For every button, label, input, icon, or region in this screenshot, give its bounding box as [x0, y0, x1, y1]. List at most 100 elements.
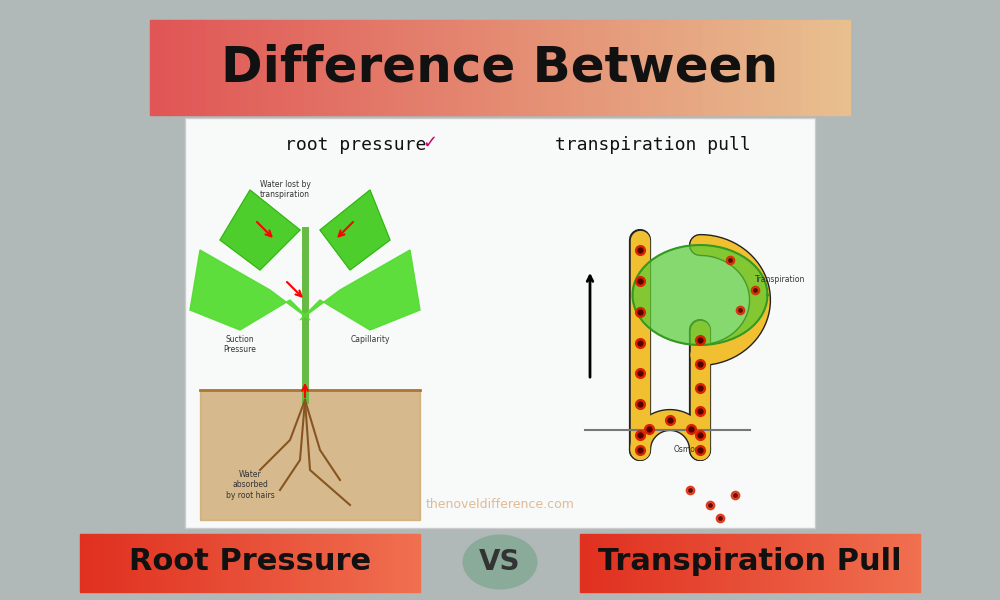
Bar — [812, 534, 818, 592]
Bar — [514, 20, 521, 115]
Bar — [780, 20, 787, 115]
Bar — [580, 534, 586, 592]
Text: Water
absorbed
by root hairs: Water absorbed by root hairs — [226, 470, 274, 500]
Bar — [759, 20, 766, 115]
Bar — [668, 20, 675, 115]
Bar — [262, 20, 269, 115]
Bar — [375, 534, 380, 592]
Bar — [486, 20, 493, 115]
Bar — [892, 534, 897, 592]
Bar — [787, 20, 794, 115]
Bar — [801, 20, 808, 115]
Bar — [244, 534, 250, 592]
Bar — [841, 534, 846, 592]
Bar — [731, 20, 738, 115]
Bar — [756, 534, 761, 592]
Polygon shape — [320, 190, 390, 270]
Bar — [843, 20, 850, 115]
Text: VS: VS — [479, 548, 521, 576]
Bar — [682, 534, 688, 592]
Bar — [125, 534, 131, 592]
Text: Capillarity: Capillarity — [350, 335, 390, 344]
Bar — [556, 20, 563, 115]
Bar — [909, 534, 914, 592]
Bar — [248, 20, 255, 115]
Bar — [374, 20, 381, 115]
Bar — [665, 534, 671, 592]
Bar — [318, 20, 325, 115]
Bar — [633, 20, 640, 115]
Bar — [603, 534, 608, 592]
Bar — [386, 534, 392, 592]
Bar — [794, 20, 801, 115]
Bar — [703, 20, 710, 115]
Bar — [86, 534, 91, 592]
Bar — [897, 534, 903, 592]
Bar — [213, 20, 220, 115]
Bar — [318, 534, 324, 592]
Bar — [914, 534, 920, 592]
Bar — [790, 534, 795, 592]
Bar — [234, 20, 241, 115]
Bar — [367, 20, 374, 115]
Polygon shape — [200, 390, 420, 520]
Bar — [744, 534, 750, 592]
Bar — [182, 534, 188, 592]
Bar — [444, 20, 451, 115]
Bar — [654, 534, 659, 592]
Bar — [324, 534, 329, 592]
Bar — [739, 534, 744, 592]
Bar — [148, 534, 154, 592]
Bar — [549, 20, 556, 115]
Bar — [430, 20, 437, 115]
Bar — [903, 534, 909, 592]
Bar — [535, 20, 542, 115]
Bar — [542, 20, 549, 115]
Bar — [157, 20, 164, 115]
Bar — [227, 534, 233, 592]
Text: thenoveldifference.com: thenoveldifference.com — [426, 499, 574, 511]
Bar — [409, 534, 414, 592]
Bar — [416, 20, 423, 115]
Bar — [188, 534, 193, 592]
Bar — [295, 534, 301, 592]
Bar — [631, 534, 637, 592]
Bar — [710, 20, 717, 115]
Bar — [778, 534, 784, 592]
Bar — [846, 534, 852, 592]
Bar — [332, 20, 339, 115]
Bar — [380, 534, 386, 592]
Bar — [137, 534, 142, 592]
Bar — [716, 534, 722, 592]
Bar — [437, 20, 444, 115]
Bar — [335, 534, 341, 592]
Bar — [142, 534, 148, 592]
Text: Water lost by
transpiration: Water lost by transpiration — [260, 180, 310, 199]
Bar — [507, 20, 514, 115]
Bar — [131, 534, 137, 592]
Bar — [586, 534, 591, 592]
Bar — [784, 534, 790, 592]
Bar — [605, 20, 612, 115]
Polygon shape — [300, 250, 420, 330]
Text: Transpiration: Transpiration — [755, 275, 805, 284]
FancyBboxPatch shape — [185, 118, 815, 528]
Bar — [255, 20, 262, 115]
Bar — [852, 534, 858, 592]
Bar — [640, 20, 647, 115]
Bar — [120, 534, 125, 592]
Bar — [193, 534, 199, 592]
Bar — [570, 20, 577, 115]
Bar — [241, 20, 248, 115]
Bar — [835, 534, 841, 592]
Bar — [403, 534, 409, 592]
Bar — [423, 20, 430, 115]
Bar — [171, 534, 176, 592]
Bar — [807, 534, 812, 592]
Text: Root Pressure: Root Pressure — [129, 547, 371, 577]
Bar — [91, 534, 97, 592]
Bar — [620, 534, 625, 592]
Bar — [397, 534, 403, 592]
Bar — [216, 534, 222, 592]
Bar — [392, 534, 397, 592]
